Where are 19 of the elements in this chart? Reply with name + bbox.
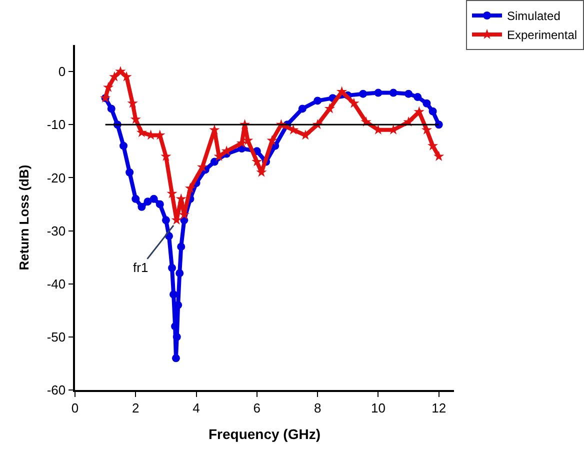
legend-label: Experimental	[507, 28, 578, 42]
x-tick-label: 0	[71, 400, 79, 416]
x-tick-label: 4	[192, 400, 200, 416]
y-tick-label: -10	[46, 117, 66, 132]
y-tick-label: -30	[46, 223, 66, 238]
y-tick-label: 0	[58, 64, 66, 80]
x-tick-label: 2	[132, 400, 140, 416]
y-tick-label: -20	[46, 170, 66, 186]
y-axis-title: Return Loss (dB)	[16, 164, 32, 270]
x-tick-label: 6	[253, 400, 261, 416]
x-tick-label: 8	[314, 400, 322, 416]
y-tick-label: -60	[46, 382, 66, 398]
annotation: fr1	[133, 260, 148, 275]
legend-label: Simulated	[507, 9, 560, 24]
y-tick-label: -40	[46, 276, 66, 292]
y-tick-label: -50	[46, 329, 66, 344]
x-tick-label: 12	[432, 400, 446, 416]
x-tick-label: 10	[370, 400, 386, 416]
x-axis-title: Frequency (GHz)	[208, 426, 321, 442]
